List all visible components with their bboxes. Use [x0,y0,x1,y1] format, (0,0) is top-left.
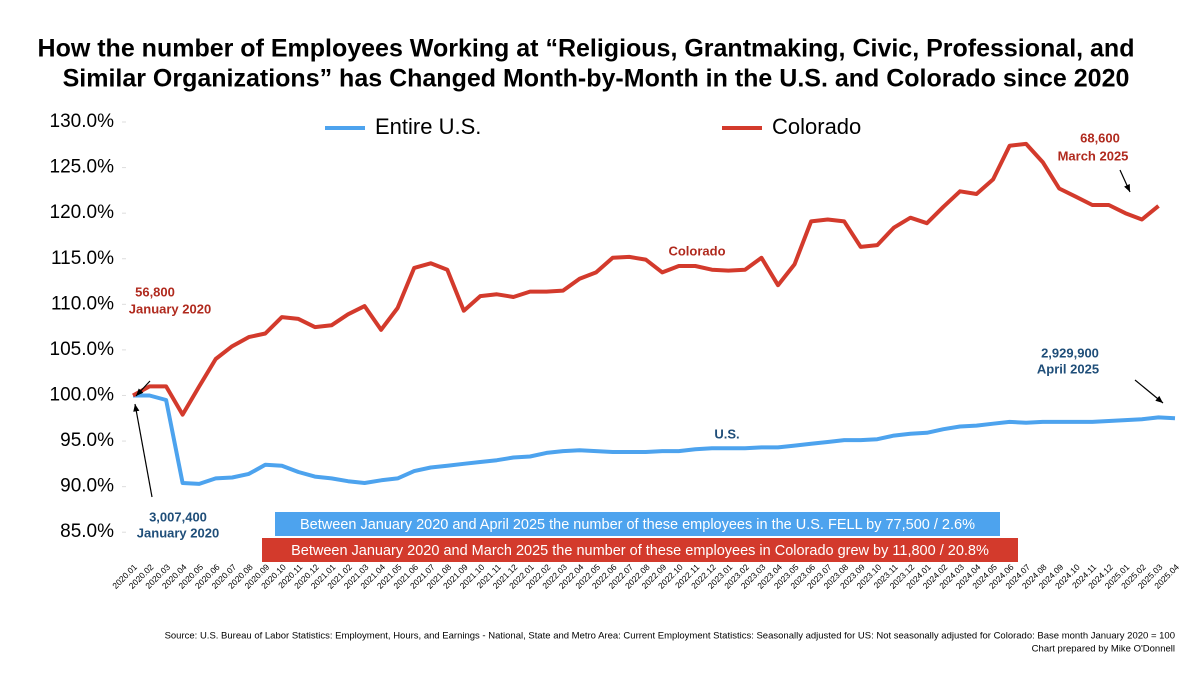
arrow [134,403,153,498]
note-box [275,512,1000,536]
note-text: Between January 2020 and March 2025 the … [291,543,989,559]
y-tick-label: 125.0% [50,157,115,178]
annotation: 3,007,400 [149,509,207,524]
note-box [262,538,1018,562]
y-tick-label: 115.0% [51,248,114,269]
series-line [132,141,1160,417]
arrow-head [133,404,140,412]
y-tick-label: 85.0% [60,521,114,542]
chart-title: Similar Organizations” has Changed Month… [63,65,1130,93]
legend-label: Entire U.S. [375,114,481,139]
y-tick-label: 100.0% [50,384,115,405]
series-line [133,393,1176,486]
annotation: 2,929,900 [1041,345,1099,360]
y-tick-label: 130.0% [50,111,115,132]
annotation: U.S. [714,426,739,441]
source: Source: U.S. Bureau of Labor Statistics:… [165,631,1175,642]
arrow-head [136,388,144,396]
annotation: January 2020 [129,301,211,316]
annotation: March 2025 [1058,148,1129,163]
annotation: Colorado [668,243,725,258]
legend-label: Colorado [772,114,861,139]
y-tick-label: 105.0% [50,339,115,360]
credit: Chart prepared by Mike O'Donnell [1032,644,1175,655]
annotation: January 2020 [137,525,219,540]
y-tick-label: 90.0% [60,476,114,497]
chart-title: How the number of Employees Working at “… [38,35,1135,63]
note-text: Between January 2020 and April 2025 the … [300,517,975,533]
annotation: 56,800 [135,284,175,299]
annotation: 68,600 [1080,130,1120,145]
arrow-head [1155,395,1163,403]
annotation: April 2025 [1037,361,1099,376]
arrow-head [1124,184,1130,192]
y-tick-label: 110.0% [51,293,114,314]
y-tick-label: 95.0% [60,430,114,451]
y-tick-label: 120.0% [50,202,115,223]
